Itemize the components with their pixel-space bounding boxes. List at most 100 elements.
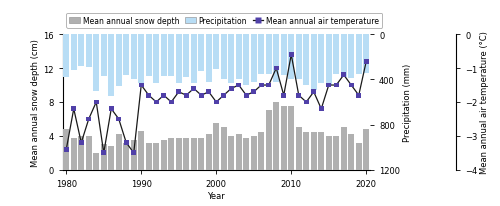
Bar xyxy=(124,35,129,76)
Bar xyxy=(236,35,242,80)
Point xyxy=(235,84,243,87)
Point xyxy=(145,94,153,97)
Bar xyxy=(86,35,92,68)
Bar xyxy=(176,35,182,83)
Point xyxy=(152,101,160,104)
Bar xyxy=(304,132,309,170)
Bar xyxy=(251,35,256,82)
Bar xyxy=(116,135,121,170)
Bar xyxy=(206,135,212,170)
Bar xyxy=(154,143,159,170)
Bar xyxy=(214,35,219,70)
Bar xyxy=(258,132,264,170)
Bar xyxy=(71,138,76,170)
Point xyxy=(265,84,273,87)
Point xyxy=(190,87,198,91)
Point xyxy=(92,101,100,104)
Point xyxy=(317,108,325,111)
Bar xyxy=(221,35,226,80)
Bar xyxy=(78,35,84,67)
Bar xyxy=(364,130,369,170)
Point xyxy=(175,91,183,94)
Bar xyxy=(281,107,286,170)
Bar xyxy=(176,138,182,170)
Bar xyxy=(304,35,309,86)
Bar xyxy=(138,131,144,170)
Bar xyxy=(146,143,152,170)
Point xyxy=(107,108,115,111)
Point xyxy=(160,94,168,97)
Bar xyxy=(341,128,346,170)
Bar xyxy=(236,135,242,170)
Bar xyxy=(244,138,249,170)
Bar xyxy=(168,138,174,170)
Point xyxy=(84,118,93,121)
Bar xyxy=(266,35,272,74)
Bar xyxy=(318,132,324,170)
Point xyxy=(137,84,145,87)
Bar xyxy=(101,35,106,77)
Bar xyxy=(94,153,99,170)
Bar xyxy=(221,128,226,170)
Bar xyxy=(116,35,121,87)
Point xyxy=(332,84,340,87)
Bar xyxy=(86,136,92,170)
Bar xyxy=(274,35,279,82)
Point xyxy=(182,94,190,97)
Bar xyxy=(326,35,332,86)
Point xyxy=(302,101,310,104)
Bar xyxy=(258,35,264,74)
Point xyxy=(212,101,220,104)
Bar xyxy=(154,35,159,83)
Bar xyxy=(274,103,279,170)
Bar xyxy=(191,35,196,83)
Bar xyxy=(356,143,362,170)
X-axis label: Year: Year xyxy=(208,191,225,200)
Bar xyxy=(101,145,106,170)
Bar xyxy=(146,35,152,77)
Bar xyxy=(334,35,339,74)
Bar xyxy=(251,136,256,170)
Point xyxy=(197,94,205,97)
Point xyxy=(77,141,85,145)
Bar xyxy=(184,138,189,170)
Bar xyxy=(288,35,294,80)
Bar xyxy=(348,35,354,79)
Bar xyxy=(168,35,174,77)
Point xyxy=(362,60,370,64)
Bar xyxy=(334,136,339,170)
Bar xyxy=(356,35,362,74)
Bar xyxy=(94,35,99,91)
Bar xyxy=(124,143,129,170)
Bar xyxy=(311,132,316,170)
Bar xyxy=(326,136,332,170)
Point xyxy=(272,67,280,70)
Bar xyxy=(78,136,84,170)
Bar xyxy=(318,35,324,83)
Bar xyxy=(296,35,302,80)
Bar xyxy=(311,35,316,90)
Point xyxy=(325,84,333,87)
Bar xyxy=(138,35,144,83)
Point xyxy=(205,91,213,94)
Bar xyxy=(244,35,249,86)
Point xyxy=(310,91,318,94)
Point xyxy=(62,148,70,151)
Point xyxy=(130,151,138,155)
Bar xyxy=(206,35,212,82)
Bar xyxy=(131,140,136,170)
Bar xyxy=(64,35,69,77)
Point xyxy=(295,94,303,97)
Bar xyxy=(108,146,114,170)
Point xyxy=(347,84,355,87)
Bar xyxy=(281,35,286,76)
Bar xyxy=(131,35,136,80)
Point xyxy=(122,141,130,145)
Point xyxy=(227,87,235,91)
Bar xyxy=(161,140,166,170)
Legend: Mean annual snow depth, Precipitation, Mean annual air temperature: Mean annual snow depth, Precipitation, M… xyxy=(66,13,382,28)
Point xyxy=(100,151,108,155)
Point xyxy=(115,118,123,121)
Bar xyxy=(288,107,294,170)
Point xyxy=(340,74,348,77)
